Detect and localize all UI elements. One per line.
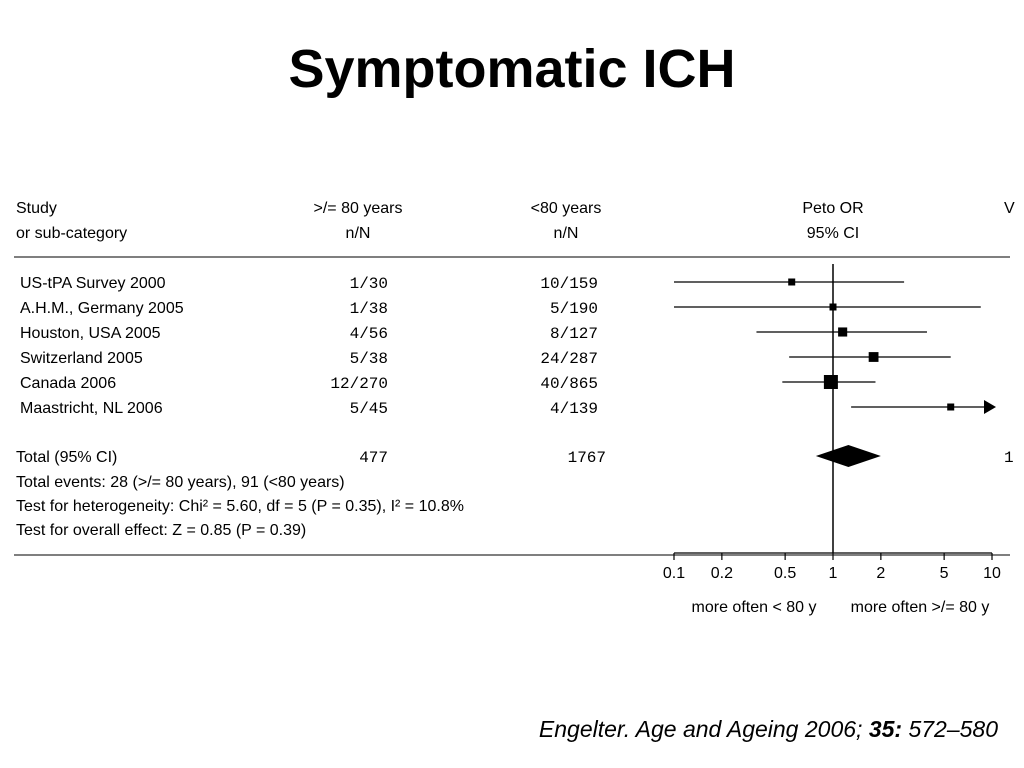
header-group2-nN: n/N <box>554 225 579 242</box>
group2-nN: 4/139 <box>550 400 598 418</box>
point-estimate <box>868 352 879 362</box>
header-study: Study <box>16 200 57 217</box>
favours-left-label: more often < 80 y <box>692 599 817 616</box>
forest-plot-axis: 0.1 0.2 0.5 1 2 5 10 more often < 80 y more ofte… <box>663 552 1001 616</box>
forest-plot-rows: US-tPA Survey 2000 1/30 10/159 A.H.M., Germ… <box>16 264 1014 553</box>
group1-nN: 1/30 <box>350 275 388 293</box>
group2-nN: 10/159 <box>540 275 598 293</box>
header-subcategory: or sub-category <box>16 225 127 242</box>
x-tick-label: 2 <box>876 565 885 582</box>
forest-plot: Study or sub-category >/= 80 years n/N <80 y… <box>14 200 1015 616</box>
study-name: Houston, USA 2005 <box>20 325 161 342</box>
group1-nN: 5/38 <box>350 350 388 368</box>
x-tick-label: 0.2 <box>711 565 733 582</box>
footnote: Test for heterogeneity: Chi² = 5.60, df … <box>16 498 464 515</box>
point-estimate <box>947 403 955 411</box>
ci-arrow <box>984 400 996 414</box>
study-name: Maastricht, NL 2006 <box>20 400 163 417</box>
x-tick-label: 0.5 <box>774 565 796 582</box>
point-estimate <box>823 375 838 389</box>
study-row: US-tPA Survey 2000 1/30 10/159 <box>20 275 905 293</box>
footnote: Test for overall effect: Z = 0.85 (P = 0… <box>16 522 306 539</box>
total-label: Total (95% CI) <box>16 449 117 466</box>
group1-nN: 4/56 <box>350 325 388 343</box>
header-group1: >/= 80 years <box>314 200 403 217</box>
point-estimate <box>829 303 837 311</box>
study-name: A.H.M., Germany 2005 <box>20 300 184 317</box>
study-row: Canada 2006 12/270 40/865 <box>20 375 876 393</box>
total-row: Total (95% CI) 477 1767 1 <box>16 445 1014 467</box>
total-diamond <box>815 445 881 467</box>
header-group1-nN: n/N <box>346 225 371 242</box>
group2-nN: 24/287 <box>540 350 598 368</box>
group1-nN: 12/270 <box>330 375 388 393</box>
header-effect: Peto OR <box>802 200 863 217</box>
total-group2: 1767 <box>568 449 606 467</box>
group2-nN: 5/190 <box>550 300 598 318</box>
study-name: Switzerland 2005 <box>20 350 143 367</box>
group2-nN: 40/865 <box>540 375 598 393</box>
x-tick-label: 5 <box>940 565 949 582</box>
header-extra: V <box>1004 200 1015 217</box>
header-group2: <80 years <box>531 200 602 217</box>
study-row: Maastricht, NL 2006 5/45 4/139 <box>20 400 996 418</box>
header-ci: 95% CI <box>807 225 859 242</box>
study-row: Houston, USA 2005 4/56 8/127 <box>20 325 927 343</box>
group2-nN: 8/127 <box>550 325 598 343</box>
x-tick-label: 1 <box>829 565 838 582</box>
citation-prefix: Engelter. Age and Ageing 2006; <box>538 716 869 742</box>
total-extra: 1 <box>1004 449 1014 467</box>
point-estimate <box>838 327 848 337</box>
favours-right-label: more often >/= 80 y <box>851 599 990 616</box>
forest-plot-header: Study or sub-category >/= 80 years n/N <80 y… <box>14 200 1015 556</box>
slide-title: Symptomatic ICH <box>288 39 736 99</box>
total-group1: 477 <box>359 449 388 467</box>
footnote: Total events: 28 (>/= 80 years), 91 (<80… <box>16 474 345 491</box>
study-row: A.H.M., Germany 2005 1/38 5/190 <box>20 300 981 318</box>
study-name: Canada 2006 <box>20 375 116 392</box>
x-tick-label: 10 <box>983 565 1001 582</box>
group1-nN: 1/38 <box>350 300 388 318</box>
point-estimate <box>788 278 796 286</box>
citation-pages: 572–580 <box>902 716 998 742</box>
group1-nN: 5/45 <box>350 400 388 418</box>
citation: Engelter. Age and Ageing 2006; 35: 572–5… <box>539 716 998 743</box>
study-row: Switzerland 2005 5/38 24/287 <box>20 350 951 368</box>
study-name: US-tPA Survey 2000 <box>20 275 166 292</box>
citation-volume: 35: <box>868 716 903 742</box>
x-tick-label: 0.1 <box>663 565 685 582</box>
